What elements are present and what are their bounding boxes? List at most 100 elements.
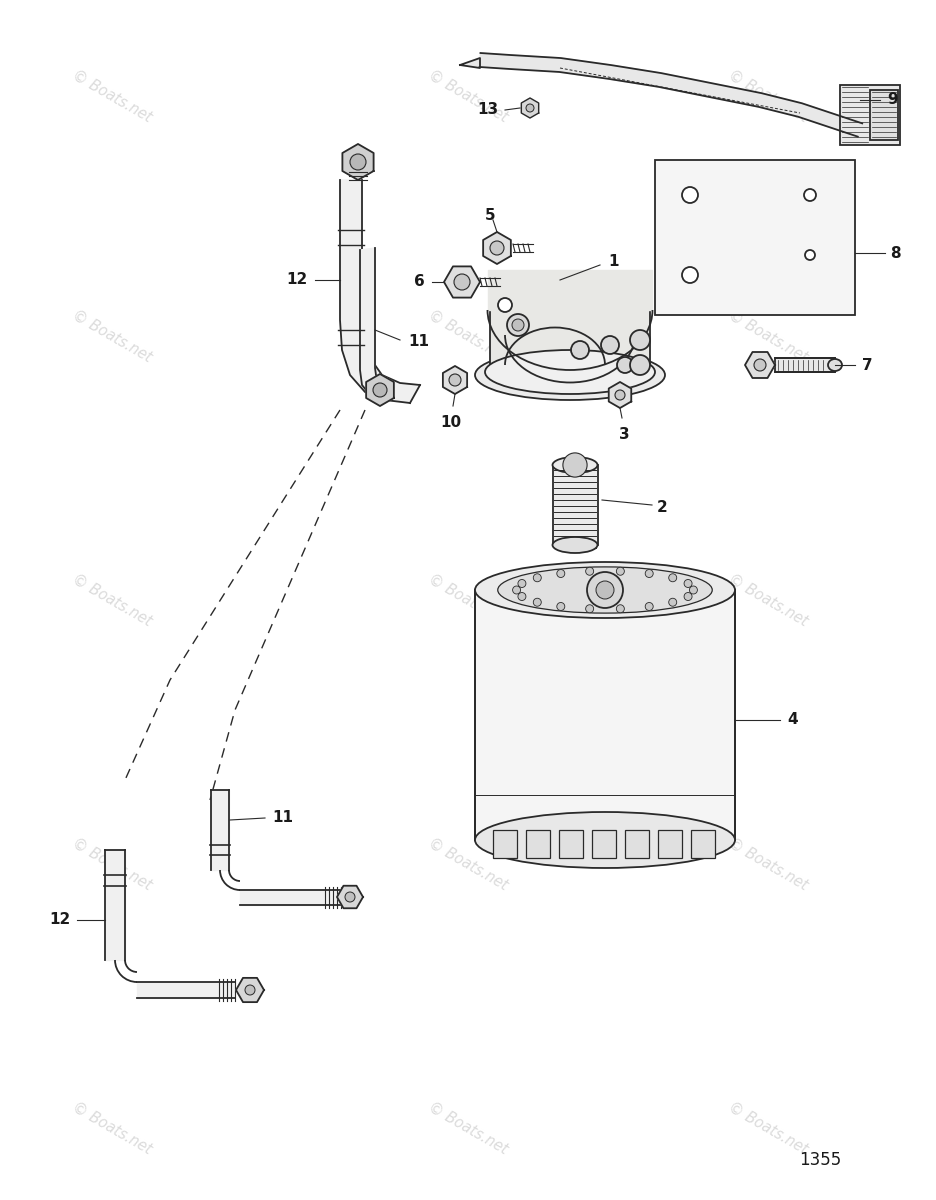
Text: 1355: 1355 [798,1151,841,1169]
Text: © Boats.net: © Boats.net [426,307,510,365]
Circle shape [557,570,564,577]
Polygon shape [105,850,125,960]
Circle shape [805,250,815,260]
Bar [870,90,898,140]
Circle shape [616,568,624,575]
Ellipse shape [475,812,735,868]
Polygon shape [236,978,264,1002]
Bar [658,830,682,858]
Bar [493,830,517,858]
Circle shape [557,602,564,611]
Circle shape [534,599,541,606]
Circle shape [804,188,816,200]
Polygon shape [460,58,480,68]
Bar [691,830,715,858]
Circle shape [586,605,593,613]
Circle shape [615,390,625,400]
Text: © Boats.net: © Boats.net [70,307,154,365]
Circle shape [534,574,541,582]
Polygon shape [745,352,775,378]
Text: © Boats.net: © Boats.net [725,571,810,629]
Circle shape [563,452,587,478]
Circle shape [571,341,589,359]
Text: © Boats.net: © Boats.net [70,1099,154,1157]
Bar [490,290,650,374]
Text: © Boats.net: © Boats.net [426,571,510,629]
Circle shape [645,570,653,577]
Text: 4: 4 [787,713,797,727]
Circle shape [617,358,633,373]
Polygon shape [444,266,480,298]
Bar [526,830,550,858]
Polygon shape [366,374,394,406]
Circle shape [498,298,512,312]
Text: 2: 2 [657,499,667,515]
Circle shape [601,336,619,354]
Circle shape [630,355,650,374]
Text: 9: 9 [887,92,898,108]
Circle shape [507,314,529,336]
Circle shape [373,383,387,397]
Polygon shape [337,886,363,908]
Circle shape [668,599,677,606]
Circle shape [586,568,593,575]
Text: 11: 11 [408,335,429,349]
Circle shape [684,580,692,588]
Polygon shape [340,180,420,403]
Circle shape [690,586,697,594]
Ellipse shape [475,350,665,400]
Text: © Boats.net: © Boats.net [426,1099,510,1157]
Text: 13: 13 [476,102,498,118]
Text: 11: 11 [272,810,293,826]
Text: © Boats.net: © Boats.net [70,571,154,629]
Bar [625,830,649,858]
Polygon shape [608,382,631,408]
Polygon shape [479,53,862,137]
Circle shape [449,374,461,386]
Text: © Boats.net: © Boats.net [725,67,810,125]
Text: © Boats.net: © Boats.net [70,67,154,125]
Text: © Boats.net: © Boats.net [725,1099,810,1157]
Circle shape [684,593,692,600]
Circle shape [518,593,526,600]
Text: 7: 7 [862,358,872,372]
Polygon shape [443,366,467,394]
Text: 6: 6 [415,275,425,289]
Circle shape [596,581,614,599]
Circle shape [754,359,766,371]
Bar [840,85,900,145]
Text: 1: 1 [608,254,619,270]
Text: © Boats.net: © Boats.net [426,835,510,893]
Circle shape [682,266,698,283]
Text: © Boats.net: © Boats.net [725,307,810,365]
Ellipse shape [475,562,735,618]
Circle shape [512,319,524,331]
Bar [775,358,835,372]
Polygon shape [521,98,538,118]
Bar [475,590,735,840]
Circle shape [682,187,698,203]
Bar [559,830,583,858]
Polygon shape [483,232,511,264]
Polygon shape [360,248,392,400]
Text: 12: 12 [286,272,308,288]
Ellipse shape [498,566,712,613]
Circle shape [490,241,504,254]
Ellipse shape [552,538,597,553]
Bar [655,160,855,314]
Ellipse shape [828,359,842,371]
Text: 12: 12 [50,912,71,928]
Circle shape [630,330,650,350]
Circle shape [616,605,624,613]
Circle shape [513,586,520,594]
Circle shape [518,580,526,588]
Ellipse shape [552,457,597,473]
Circle shape [454,274,470,290]
Polygon shape [211,790,229,870]
Text: © Boats.net: © Boats.net [725,835,810,893]
Circle shape [645,602,653,611]
Circle shape [350,154,366,170]
Ellipse shape [485,350,655,394]
Bar [592,830,616,858]
Circle shape [587,572,623,608]
